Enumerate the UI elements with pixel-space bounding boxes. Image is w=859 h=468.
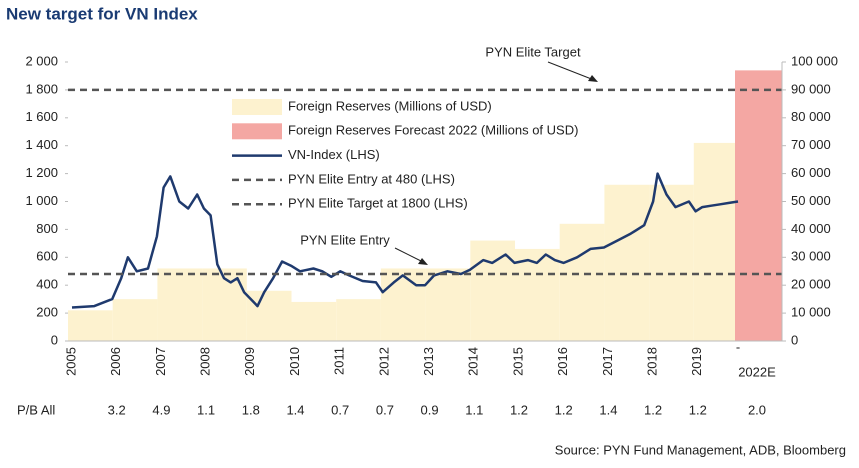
pb-value: 1.8 xyxy=(242,402,260,417)
annotation: PYN Elite Entry xyxy=(300,232,390,247)
x-tick-label: - xyxy=(736,339,740,354)
x-tick-label: 2015 xyxy=(510,347,525,376)
y-tick-label: 1 000 xyxy=(25,193,58,208)
pb-value: 1.1 xyxy=(465,402,483,417)
legend-label: PYN Elite Entry at 480 (LHS) xyxy=(288,171,455,186)
chart-title: New target for VN Index xyxy=(6,4,198,23)
y2-tick-label: 40 000 xyxy=(791,221,831,236)
x-tick-label: 2008 xyxy=(198,347,213,376)
bar xyxy=(425,268,471,341)
bar xyxy=(559,223,605,341)
x-tick-label: 2019 xyxy=(689,347,704,376)
x-tick-label: 2010 xyxy=(287,347,302,376)
x-tick-label: 2013 xyxy=(421,347,436,376)
x-tick-label: 2014 xyxy=(466,347,481,376)
x-tick-label: 2018 xyxy=(645,347,660,376)
pb-value: 1.2 xyxy=(510,402,528,417)
y-tick-label: 600 xyxy=(36,249,58,264)
arrow-head xyxy=(418,258,428,265)
y-tick-label: 1 600 xyxy=(25,109,58,124)
bar xyxy=(112,299,158,341)
pb-label: P/B All xyxy=(17,402,55,417)
y2-tick-label: 50 000 xyxy=(791,193,831,208)
y-tick-label: 0 xyxy=(51,332,58,347)
y-tick-label: 1 200 xyxy=(25,165,58,180)
bar xyxy=(515,248,560,341)
bar xyxy=(336,299,381,341)
legend-swatch xyxy=(232,123,282,140)
pb-value: 1.2 xyxy=(689,402,707,417)
y-tick-label: 1 400 xyxy=(25,137,58,152)
y2-tick-label: 90 000 xyxy=(791,81,831,96)
x-tick-label: 2009 xyxy=(242,347,257,376)
annotation: PYN Elite Target xyxy=(485,44,581,59)
y-tick-label: 800 xyxy=(36,221,58,236)
x-tick-label: 2005 xyxy=(63,347,78,376)
y2-tick-label: 0 xyxy=(791,332,798,347)
x-tick-label: 2011 xyxy=(332,347,347,375)
y-tick-label: 1 800 xyxy=(25,81,58,96)
pb-value: 0.9 xyxy=(421,402,439,417)
source: Source: PYN Fund Management, ADB, Bloomb… xyxy=(555,442,846,457)
y2-tick-label: 10 000 xyxy=(791,305,831,320)
bar xyxy=(735,70,782,342)
pb-value: 1.2 xyxy=(555,402,573,417)
pb-value: 0.7 xyxy=(376,402,394,417)
legend-label: Foreign Reserves (Millions of USD) xyxy=(288,98,492,113)
x-tick-label: 2022E xyxy=(738,364,776,379)
bar xyxy=(246,290,292,341)
bar xyxy=(649,184,694,341)
bar xyxy=(604,184,650,341)
pb-value: 1.2 xyxy=(644,402,662,417)
vn-index-line xyxy=(71,172,739,309)
y2-tick-label: 20 000 xyxy=(791,277,831,292)
pb-value: 0.7 xyxy=(331,402,349,417)
legend-label: Foreign Reserves Forecast 2022 (Millions… xyxy=(288,123,578,138)
bar xyxy=(291,301,337,341)
y-tick-label: 400 xyxy=(36,277,58,292)
x-tick-label: 2012 xyxy=(376,347,391,376)
y2-tick-label: 30 000 xyxy=(791,249,831,264)
pb-value: 1.1 xyxy=(197,402,215,417)
pb-value: 1.4 xyxy=(286,402,304,417)
y-tick-label: 2 000 xyxy=(25,53,58,68)
pb-value: 1.4 xyxy=(599,402,617,417)
y2-tick-label: 80 000 xyxy=(791,109,831,124)
arrow-head xyxy=(588,75,598,82)
lines xyxy=(68,88,782,309)
bar xyxy=(157,268,203,341)
pb-value: 3.2 xyxy=(108,402,126,417)
x-tick-label: 2007 xyxy=(153,347,168,376)
pb-value: 4.9 xyxy=(152,402,170,417)
bar xyxy=(68,310,113,341)
bar xyxy=(380,268,426,341)
x-tick-label: 2006 xyxy=(108,347,123,376)
y2-tick-label: 70 000 xyxy=(791,137,831,152)
y-tick-label: 200 xyxy=(36,305,58,320)
bar xyxy=(693,142,735,341)
annotation-arrow xyxy=(547,61,595,81)
annotation-arrow xyxy=(394,247,424,263)
legend-label: PYN Elite Target at 1800 (LHS) xyxy=(288,196,468,211)
legend-label: VN-Index (LHS) xyxy=(288,147,380,162)
pb-value: 2.0 xyxy=(748,402,766,417)
x-tick-label: 2017 xyxy=(600,347,615,376)
x-tick-label: 2016 xyxy=(555,347,570,376)
y2-tick-label: 100 000 xyxy=(791,53,838,68)
y2-tick-label: 60 000 xyxy=(791,165,831,180)
legend-swatch xyxy=(232,99,282,115)
